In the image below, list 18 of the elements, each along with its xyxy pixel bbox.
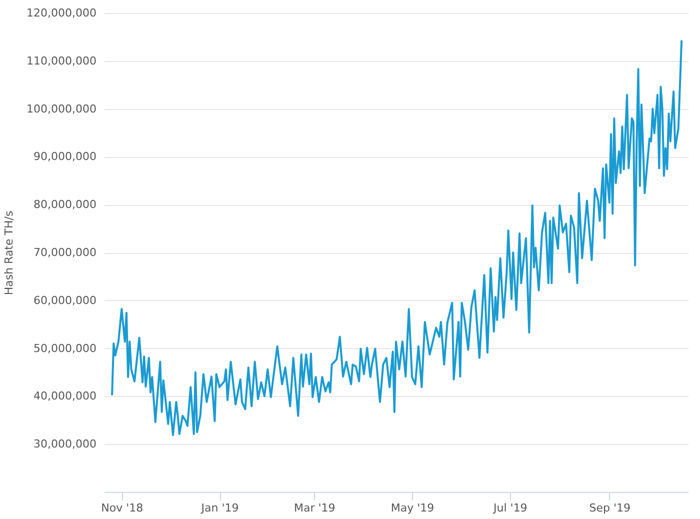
y-tick-label: 40,000,000: [34, 390, 96, 403]
y-tick-label: 120,000,000: [26, 6, 96, 20]
y-tick-label: 100,000,000: [26, 102, 96, 116]
x-tick-label: Sep '19: [589, 502, 631, 514]
x-tick-label: Jan '19: [200, 502, 239, 514]
y-tick-label: 110,000,000: [26, 54, 96, 68]
y-tick-label: 80,000,000: [34, 198, 96, 212]
line-series: [111, 39, 683, 436]
y-tick-label: 30,000,000: [34, 438, 96, 451]
x-tick-label: Nov '18: [101, 502, 144, 514]
y-axis-title: Hash Rate TH/s: [2, 210, 16, 296]
y-tick-label: 60,000,000: [34, 294, 96, 307]
x-tick-label: Mar '19: [294, 502, 336, 514]
x-tick-label: Jul '19: [492, 502, 528, 514]
y-tick-label: 70,000,000: [34, 246, 96, 259]
x-tick-label: May '19: [390, 502, 434, 514]
y-tick-label: 90,000,000: [34, 150, 96, 164]
y-tick-label: 50,000,000: [34, 342, 96, 355]
